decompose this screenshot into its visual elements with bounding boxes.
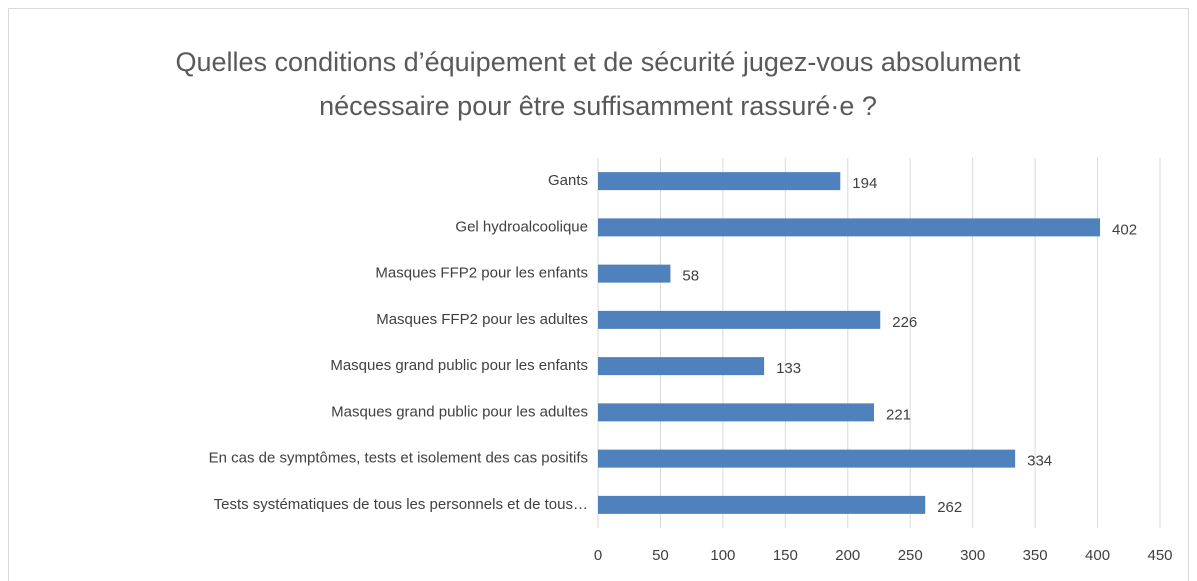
value-label: 221 (886, 406, 911, 423)
bar (598, 218, 1101, 237)
x-tick-label: 250 (898, 547, 923, 564)
x-tick-label: 150 (773, 547, 798, 564)
value-label: 58 (682, 268, 699, 285)
bar (598, 449, 1016, 468)
x-tick-label: 400 (1085, 547, 1110, 564)
bar (598, 357, 765, 376)
y-tick-label: En cas de symptômes, tests et isolement … (209, 450, 588, 467)
x-tick-label: 0 (594, 547, 602, 564)
chart-border (8, 8, 1189, 581)
y-tick-label: Masques FFP2 pour les adultes (376, 311, 588, 328)
value-label: 194 (852, 175, 877, 192)
bar (598, 172, 841, 191)
value-label: 262 (937, 499, 962, 516)
x-tick-label: 200 (835, 547, 860, 564)
bar (598, 495, 926, 514)
y-tick-label: Tests systématiques de tous les personne… (214, 496, 588, 513)
bar (598, 264, 671, 283)
bar (598, 403, 875, 422)
x-tick-label: 450 (1147, 547, 1172, 564)
y-tick-label: Masques grand public pour les adultes (331, 403, 588, 420)
x-tick-label: 50 (652, 547, 669, 564)
x-tick-label: 300 (960, 547, 985, 564)
value-label: 334 (1027, 453, 1052, 470)
value-label: 133 (776, 360, 801, 377)
bar (598, 310, 881, 329)
value-label: 226 (892, 314, 917, 331)
x-tick-label: 350 (1023, 547, 1048, 564)
y-tick-label: Masques grand public pour les enfants (330, 357, 588, 374)
chart-title: Quelles conditions d’équipement et de sé… (175, 47, 1021, 121)
y-tick-label: Gel hydroalcoolique (455, 218, 588, 235)
y-tick-label: Gants (548, 172, 588, 189)
x-tick-label: 100 (710, 547, 735, 564)
value-label: 402 (1112, 221, 1137, 238)
y-tick-label: Masques FFP2 pour les enfants (375, 265, 588, 282)
